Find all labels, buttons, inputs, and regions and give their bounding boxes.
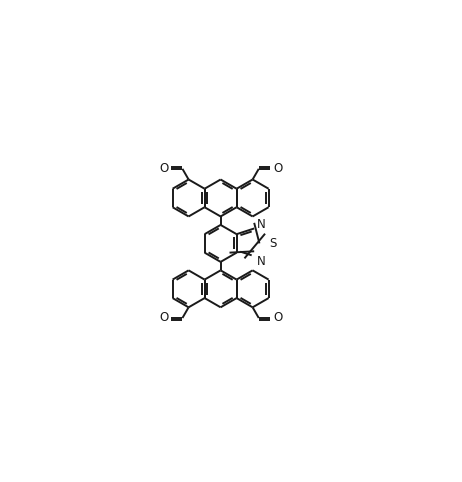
Text: N: N bbox=[256, 218, 265, 231]
Text: N: N bbox=[256, 255, 265, 268]
Text: O: O bbox=[273, 162, 282, 175]
Text: O: O bbox=[159, 311, 168, 324]
Text: O: O bbox=[273, 311, 282, 324]
Text: S: S bbox=[270, 237, 277, 250]
Text: O: O bbox=[159, 162, 168, 175]
